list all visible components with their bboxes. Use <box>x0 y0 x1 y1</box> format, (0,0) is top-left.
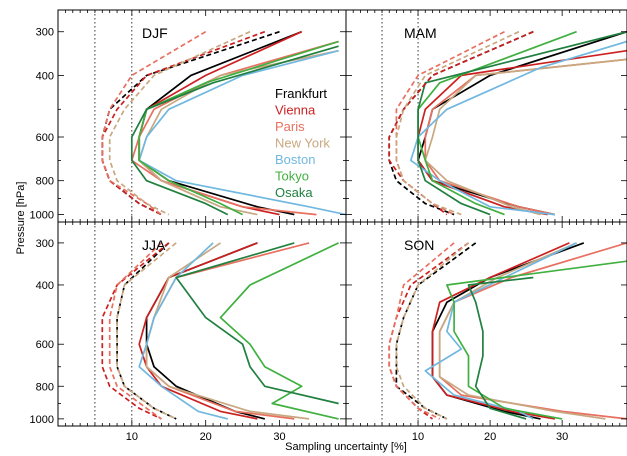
series-line-tokyo-solid <box>417 30 577 216</box>
legend-entry-new-york: New York <box>275 136 330 151</box>
series-line-boston-solid <box>409 40 627 216</box>
series-line-vienna-dashed <box>388 242 470 420</box>
season-label-son: SON <box>404 237 434 253</box>
y-tick-label: 400 <box>36 280 54 292</box>
series-line-tokyo-solid <box>219 242 339 420</box>
series-line-boston-solid <box>424 242 577 420</box>
series-line-osaka-solid <box>467 276 534 420</box>
y-tick-label: 800 <box>36 381 54 393</box>
series-group <box>101 242 339 420</box>
series-line-boston-solid <box>138 49 346 216</box>
panels-layer: DJF MAM JJA SON <box>57 9 627 427</box>
legend-entry-tokyo: Tokyo <box>275 169 309 184</box>
y-tick-label: 1000 <box>30 210 54 222</box>
series-line-osaka-solid <box>417 30 627 216</box>
panel-mam: MAM <box>345 9 627 223</box>
series-line-new-york-dashed <box>395 242 470 420</box>
x-axis-title: Sampling uncertainty [%] <box>285 441 407 453</box>
series-line-paris-dashed <box>388 242 455 420</box>
y-tick-label: 300 <box>36 238 54 250</box>
legend-entry-frankfurt: Frankfurt <box>275 86 327 101</box>
x-tick-label: 30 <box>556 431 568 443</box>
legend-entry-osaka: Osaka <box>275 185 313 200</box>
season-label-jja: JJA <box>142 237 166 253</box>
y-tick-label: 600 <box>36 339 54 351</box>
series-line-new-york-solid <box>424 58 627 216</box>
series-line-osaka-solid <box>130 45 339 216</box>
series-group <box>388 242 627 420</box>
series-line-osaka-solid <box>175 242 339 405</box>
legend-entry-vienna: Vienna <box>275 103 316 118</box>
series-line-new-york-dashed <box>116 242 177 420</box>
x-tick-label: 30 <box>273 431 285 443</box>
legend-entry-boston: Boston <box>275 152 315 167</box>
panel-jja: JJA <box>57 221 347 427</box>
y-axis-title: Pressure [hPa] <box>15 182 27 255</box>
legend-entry-paris: Paris <box>275 119 305 134</box>
x-tick-label: 10 <box>412 431 424 443</box>
x-tick-label: 20 <box>484 431 496 443</box>
series-line-boston-solid <box>138 242 229 420</box>
series-line-new-york-solid <box>438 242 606 420</box>
series-line-vienna-dashed <box>101 242 170 420</box>
series-line-new-york-solid <box>145 242 310 420</box>
y-tick-label: 800 <box>36 176 54 188</box>
series-line-frankfurt-dashed <box>101 30 280 216</box>
x-tick-label: 20 <box>200 431 212 443</box>
y-tick-label: 1000 <box>30 414 54 426</box>
series-line-vienna-solid <box>138 242 258 420</box>
series-line-paris-solid <box>438 242 627 420</box>
y-tick-label: 300 <box>36 27 54 39</box>
series-line-paris-solid <box>424 58 627 216</box>
panel-frame <box>345 221 627 427</box>
series-line-paris-dashed <box>395 30 505 216</box>
series-group <box>388 30 627 216</box>
series-line-new-york-dashed <box>108 30 251 216</box>
tick-labels-layer: 300 400 600 800 1000 300 400 600 800 1000 10 20 30 10… <box>30 27 569 443</box>
season-label-djf: DJF <box>142 25 168 41</box>
y-tick-label: 600 <box>36 132 54 144</box>
panel-son: SON <box>345 221 627 427</box>
y-tick-label: 400 <box>36 70 54 82</box>
series-line-vienna-solid <box>431 242 570 420</box>
season-label-mam: MAM <box>404 25 437 41</box>
series-line-paris-dashed <box>108 242 162 420</box>
x-tick-label: 10 <box>126 431 138 443</box>
series-group <box>101 30 346 216</box>
series-line-tokyo-solid <box>138 40 339 216</box>
series-line-tokyo-solid <box>446 260 627 420</box>
